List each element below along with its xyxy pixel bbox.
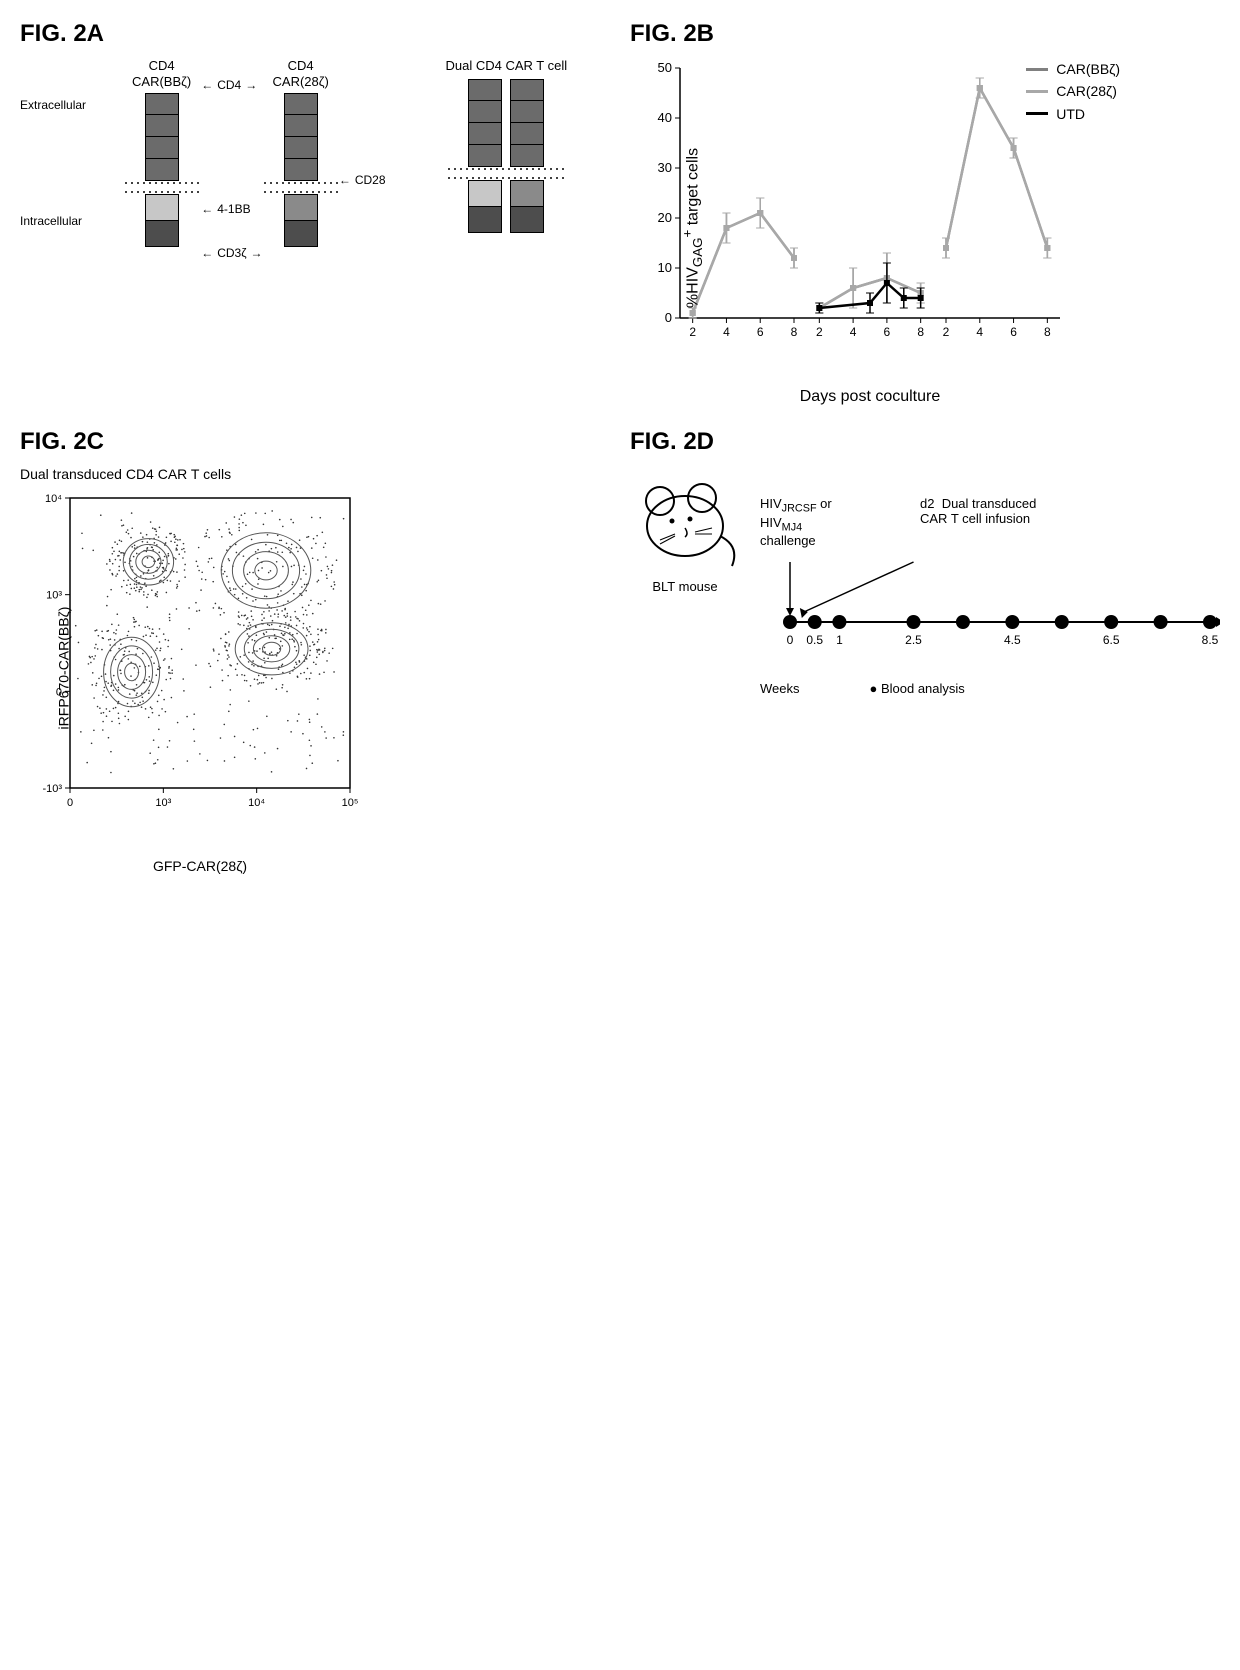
svg-text:0: 0 [67, 797, 73, 809]
svg-text:6: 6 [757, 325, 764, 339]
svg-text:2: 2 [816, 325, 823, 339]
car-bbz-title: CD4CAR(BBζ) [132, 58, 191, 89]
facs-ylabel: iRFP670-CAR(BBζ) [55, 607, 71, 730]
svg-text:40: 40 [658, 110, 672, 125]
membrane-side-labels: Extracellular Intracellular [20, 58, 86, 258]
car-28z-construct: CD4CAR(28ζ) [273, 58, 329, 260]
car-diagram-row: Extracellular Intracellular CD4CAR(BBζ) [20, 58, 590, 260]
svg-text:8: 8 [917, 325, 924, 339]
legend-item: UTD [1026, 103, 1120, 125]
facs-plot: iRFP670-CAR(BBζ) 010³10⁴10⁵-10³010³10⁴ G… [20, 488, 380, 848]
car-28z-title: CD4CAR(28ζ) [273, 58, 329, 89]
svg-text:1: 1 [836, 633, 843, 647]
svg-text:10³: 10³ [46, 590, 62, 602]
chart-xlabel: Days post coculture [800, 388, 941, 406]
facs-title: Dual transduced CD4 CAR T cells [20, 466, 590, 482]
construct-annotations-right: ← CD28 [339, 173, 386, 260]
svg-text:6: 6 [884, 325, 891, 339]
svg-text:10⁴: 10⁴ [45, 493, 62, 505]
svg-text:0: 0 [787, 633, 794, 647]
hiv-gag-chart: %HIVGAG+ target cells 0 10 20 30 40 50 2 4 6 8 2 4 6… [630, 58, 1110, 398]
legend-item: CAR(BBζ) [1026, 58, 1120, 80]
mouse-icon [630, 466, 740, 576]
panel-c: FIG. 2C Dual transduced CD4 CAR T cells … [20, 428, 590, 848]
svg-text:20: 20 [658, 210, 672, 225]
svg-text:6.5: 6.5 [1103, 633, 1120, 647]
fig-2c-label: FIG. 2C [20, 428, 590, 456]
dual-car-pair [468, 79, 544, 233]
panel-d: FIG. 2D BLT mouse [630, 428, 1220, 848]
svg-text:0: 0 [665, 310, 672, 325]
svg-text:-10³: -10³ [42, 783, 62, 795]
chart-legend: CAR(BBζ) CAR(28ζ) UTD [1026, 58, 1120, 125]
svg-text:10⁵: 10⁵ [342, 797, 359, 809]
svg-text:4.5: 4.5 [1004, 633, 1021, 647]
svg-text:50: 50 [658, 60, 672, 75]
legend-item: CAR(28ζ) [1026, 80, 1120, 102]
fig-2b-label: FIG. 2B [630, 20, 1220, 48]
svg-text:10⁴: 10⁴ [248, 797, 265, 809]
fig-2d-label: FIG. 2D [630, 428, 1220, 456]
membrane-icon [145, 181, 179, 195]
svg-text:0.5: 0.5 [806, 633, 823, 647]
infusion-label: d2 Dual transducedCAR T cell infusion [920, 496, 1036, 548]
svg-text:30: 30 [658, 160, 672, 175]
svg-text:4: 4 [850, 325, 857, 339]
construct-annotations-left: ← CD4 → ← 4-1BB ← CD3ζ → [201, 78, 262, 260]
svg-text:8: 8 [1044, 325, 1051, 339]
svg-text:6: 6 [1010, 325, 1017, 339]
blood-analysis-label: Blood analysis [881, 681, 965, 696]
svg-text:8.5: 8.5 [1202, 633, 1219, 647]
svg-text:2: 2 [689, 325, 696, 339]
cd4-domain [145, 93, 179, 115]
blt-mouse: BLT mouse [630, 466, 740, 594]
panel-b: FIG. 2B %HIVGAG+ target cells 0 10 20 30 40 5… [630, 20, 1220, 398]
svg-text:2: 2 [943, 325, 950, 339]
timeline-svg: 0 0.5 1 2.5 4.5 6.5 8.5 [760, 552, 1220, 672]
svg-text:4: 4 [723, 325, 730, 339]
svg-text:10³: 10³ [155, 797, 171, 809]
svg-text:8: 8 [791, 325, 798, 339]
svg-text:4: 4 [976, 325, 983, 339]
chart-ylabel: %HIVGAG+ target cells [679, 148, 705, 308]
svg-text:2.5: 2.5 [905, 633, 922, 647]
challenge-label: HIVJRCSF orHIVMJ4challenge [760, 496, 900, 548]
fig-2a-label: FIG. 2A [20, 20, 590, 48]
mouse-label: BLT mouse [630, 579, 740, 594]
cd28-domain [284, 195, 318, 221]
car-bbz-construct: CD4CAR(BBζ) [132, 58, 191, 260]
weeks-label: Weeks [760, 681, 800, 696]
panel-a: FIG. 2A Extracellular Intracellular CD4C… [20, 20, 590, 398]
cd3z-domain [145, 221, 179, 247]
svg-text:10: 10 [658, 260, 672, 275]
dual-car-title: Dual CD4 CAR T cell [446, 58, 568, 73]
experiment-timeline: HIVJRCSF orHIVMJ4challenge d2 Dual trans… [760, 496, 1220, 696]
facs-xlabel: GFP-CAR(28ζ) [153, 858, 247, 874]
4-1bb-domain [145, 195, 179, 221]
